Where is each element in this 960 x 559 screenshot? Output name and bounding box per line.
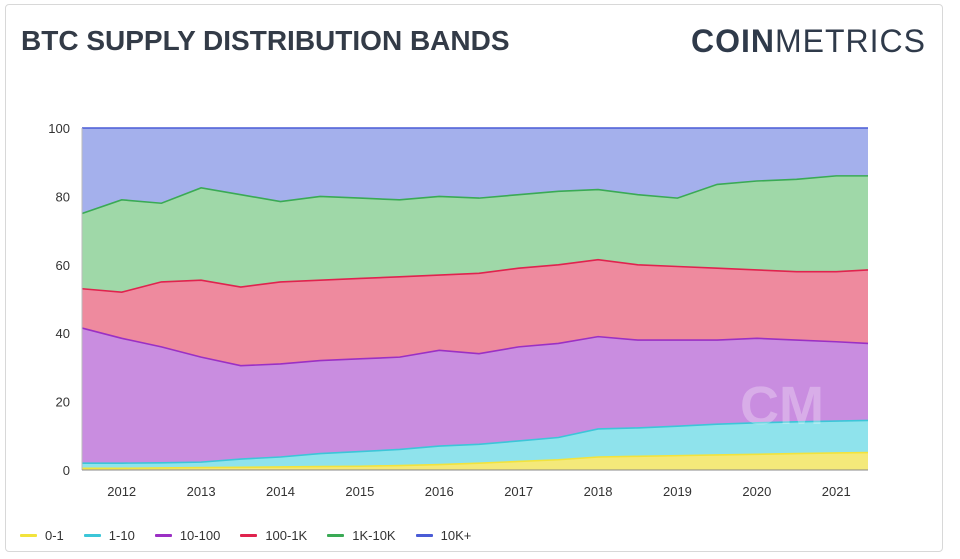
x-tick-label: 2018 <box>584 484 613 499</box>
x-tick-label: 2012 <box>107 484 136 499</box>
legend-item: 10K+ <box>415 528 472 543</box>
legend-swatch <box>154 534 172 537</box>
x-tick-label: 2017 <box>504 484 533 499</box>
x-tick-label: 2013 <box>187 484 216 499</box>
x-tick-label: 2019 <box>663 484 692 499</box>
line-10-100 <box>81 327 869 367</box>
legend-label: 1-10 <box>108 528 135 543</box>
line-1-10 <box>82 419 869 464</box>
legend-swatch <box>327 534 345 537</box>
area-1k-10k <box>82 175 868 293</box>
area-1-10 <box>82 420 868 469</box>
legend-label: 100-1K <box>265 528 308 543</box>
x-tick-label: 2020 <box>742 484 771 499</box>
legend-item: 10-100 <box>154 528 221 543</box>
y-tick-label: 40 <box>56 326 70 341</box>
brand-logo: COINMETRICS <box>691 23 926 60</box>
legend-label: 10K+ <box>440 528 472 543</box>
brand-logo-bold: COIN <box>691 23 775 59</box>
x-tick-label: 2015 <box>345 484 374 499</box>
legend-label: 10-100 <box>179 528 221 543</box>
brand-logo-light: METRICS <box>775 23 926 59</box>
legend-label: 0-1 <box>45 528 64 543</box>
x-tick-label: 2021 <box>822 484 851 499</box>
line-0-1 <box>82 451 869 470</box>
legend-swatch <box>415 534 433 537</box>
y-tick-label: 100 <box>48 121 70 136</box>
area-10-100 <box>82 328 868 464</box>
legend-item: 1K-10K <box>327 528 396 543</box>
legend-swatch <box>20 534 37 537</box>
y-tick-label: 60 <box>56 258 70 273</box>
chart-title: BTC SUPPLY DISTRIBUTION BANDS <box>21 25 510 56</box>
legend-swatch <box>83 534 101 537</box>
line-100-1k <box>81 258 869 293</box>
area-100-1k <box>82 259 868 366</box>
legend-item: 1-10 <box>83 528 135 543</box>
legend-swatch <box>240 534 258 537</box>
x-tick-label: 2016 <box>425 484 454 499</box>
area-0-1 <box>82 452 868 470</box>
x-tick-label: 2014 <box>266 484 295 499</box>
y-tick-label: 0 <box>63 463 70 478</box>
area-10k- <box>82 128 868 214</box>
legend-item: 100-1K <box>240 528 307 543</box>
y-tick-label: 80 <box>56 189 70 204</box>
watermark-logo: CM <box>740 376 824 436</box>
chart-legend: 0-1 1-10 10-100 100-1K 1K-10K 10K+ <box>20 528 491 543</box>
legend-item: 0-1 <box>20 528 64 543</box>
y-tick-label: 20 <box>56 395 70 410</box>
legend-label: 1K-10K <box>352 528 396 543</box>
line-1k-10k <box>81 175 868 215</box>
